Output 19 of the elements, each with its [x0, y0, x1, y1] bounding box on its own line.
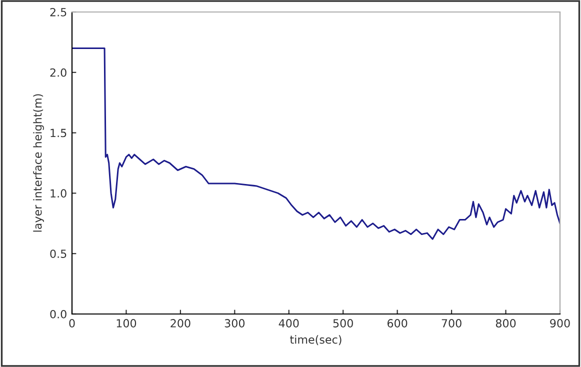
y-tick-label: 2.0: [50, 68, 66, 77]
x-tick-label: 0: [69, 319, 75, 328]
y-axis-title: layer interface height(m): [33, 94, 44, 232]
y-tick-label: 0.0: [50, 310, 66, 318]
x-axis-title: time(sec): [290, 335, 342, 346]
x-tick-label: 500: [333, 319, 353, 328]
y-tick-label: 1.5: [50, 128, 66, 138]
y-tick-label: 0.5: [50, 250, 66, 258]
x-tick-label: 100: [116, 319, 136, 328]
line-series: [72, 47, 560, 240]
x-tick-label: 300: [224, 319, 245, 328]
y-tick-label: 1.0: [50, 189, 66, 198]
x-tick-label: 700: [442, 319, 462, 328]
x-tick-label: 200: [170, 319, 190, 328]
x-tick-label: 600: [388, 319, 408, 328]
x-tick-label: 900: [550, 319, 570, 328]
x-tick-label: 800: [496, 319, 516, 328]
y-tick-label: 2.5: [50, 8, 66, 16]
x-tick-label: 400: [278, 319, 299, 328]
